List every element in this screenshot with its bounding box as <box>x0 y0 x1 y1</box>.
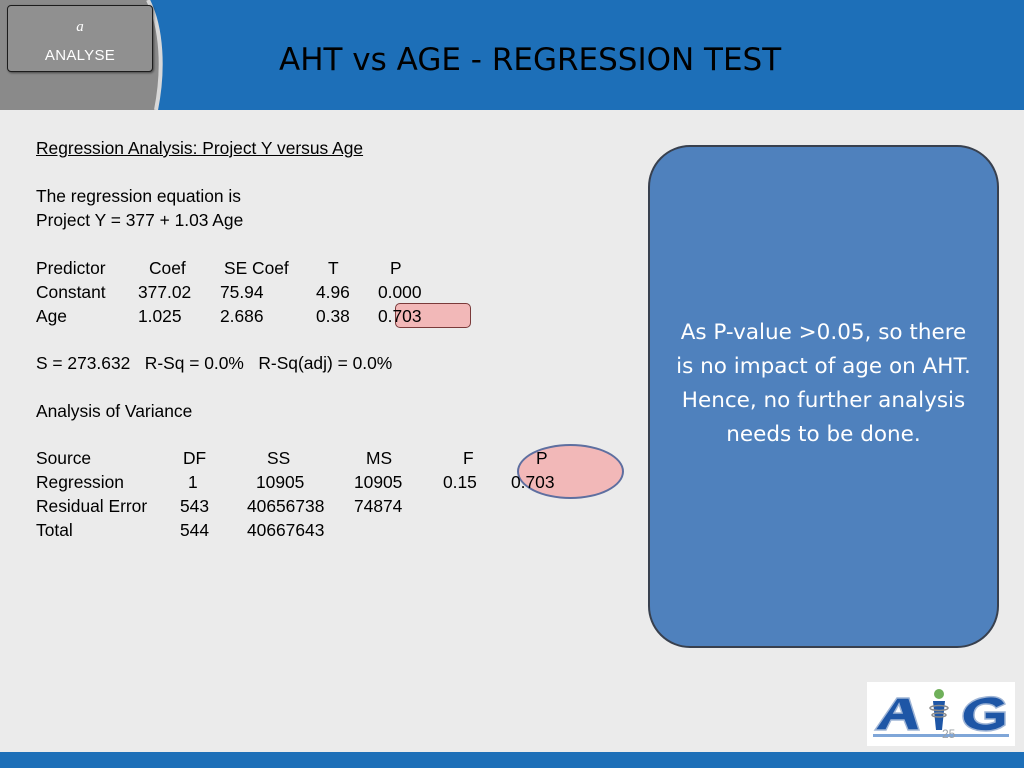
phase-label: ANALYSE <box>44 47 116 64</box>
anova-regression-ms: 10905 <box>354 472 403 492</box>
coef-constant-p: 0.000 <box>378 282 422 302</box>
anova-header-source: Source <box>36 448 92 468</box>
coef-constant-coef: 377.02 <box>138 282 192 302</box>
header-bar <box>0 0 1024 110</box>
logo-graphic <box>867 682 1015 746</box>
coef-constant-t: 4.96 <box>316 282 350 302</box>
anova-regression-label: Regression <box>36 472 124 492</box>
coef-constant-label: Constant <box>36 282 106 302</box>
coef-age-label: Age <box>36 306 67 326</box>
p-value-highlight-box <box>395 303 471 328</box>
anova-heading: Analysis of Variance <box>36 401 193 421</box>
anova-header-ms: MS <box>366 448 393 468</box>
equation-intro: The regression equation is <box>36 186 241 206</box>
coef-age-se: 2.686 <box>220 306 264 326</box>
model-summary: S = 273.632 R-Sq = 0.0% R-Sq(adj) = 0.0% <box>36 353 393 373</box>
regression-equation: Project Y = 377 + 1.03 Age <box>36 210 244 230</box>
anova-p-value-highlight <box>517 444 624 499</box>
coef-header-predictor: Predictor <box>36 258 106 278</box>
anova-residual-df: 543 <box>180 496 210 516</box>
output-heading: Regression Analysis: Project Y versus Ag… <box>36 138 364 158</box>
conclusion-callout: As P-value >0.05, so there is no impact … <box>648 145 999 648</box>
anova-header-df: DF <box>183 448 207 468</box>
anova-regression-f: 0.15 <box>443 472 477 492</box>
anova-total-df: 544 <box>180 520 210 540</box>
anova-residual-ms: 74874 <box>354 496 403 516</box>
anova-total-label: Total <box>36 520 73 540</box>
phase-letter: a <box>76 19 84 35</box>
coef-header-se-coef: SE Coef <box>224 258 289 278</box>
coef-age-p: 0.703 <box>378 306 422 326</box>
coef-age-coef: 1.025 <box>138 306 182 326</box>
phase-badge: a ANALYSE <box>7 5 153 72</box>
company-logo <box>867 682 1015 746</box>
anova-header-p: P <box>536 448 548 468</box>
anova-header-f: F <box>463 448 474 468</box>
anova-regression-df: 1 <box>188 472 198 492</box>
anova-regression-ss: 10905 <box>256 472 305 492</box>
coef-header-coef: Coef <box>149 258 186 278</box>
coef-age-t: 0.38 <box>316 306 350 326</box>
anova-header-ss: SS <box>267 448 291 468</box>
page-number: 25 <box>942 727 956 741</box>
coef-constant-se: 75.94 <box>220 282 264 302</box>
anova-residual-ss: 40656738 <box>247 496 325 516</box>
coef-header-t: T <box>328 258 339 278</box>
anova-residual-label: Residual Error <box>36 496 148 516</box>
header-background <box>0 0 1024 110</box>
anova-regression-p: 0.703 <box>511 472 555 492</box>
regression-output: Regression Analysis: Project Y versus Ag… <box>36 0 636 560</box>
anova-total-ss: 40667643 <box>247 520 325 540</box>
conclusion-text: As P-value >0.05, so there is no impact … <box>676 320 971 447</box>
coef-header-p: P <box>390 258 402 278</box>
slide-title: AHT vs AGE - REGRESSION TEST <box>279 42 782 78</box>
footer-bar <box>0 752 1024 768</box>
